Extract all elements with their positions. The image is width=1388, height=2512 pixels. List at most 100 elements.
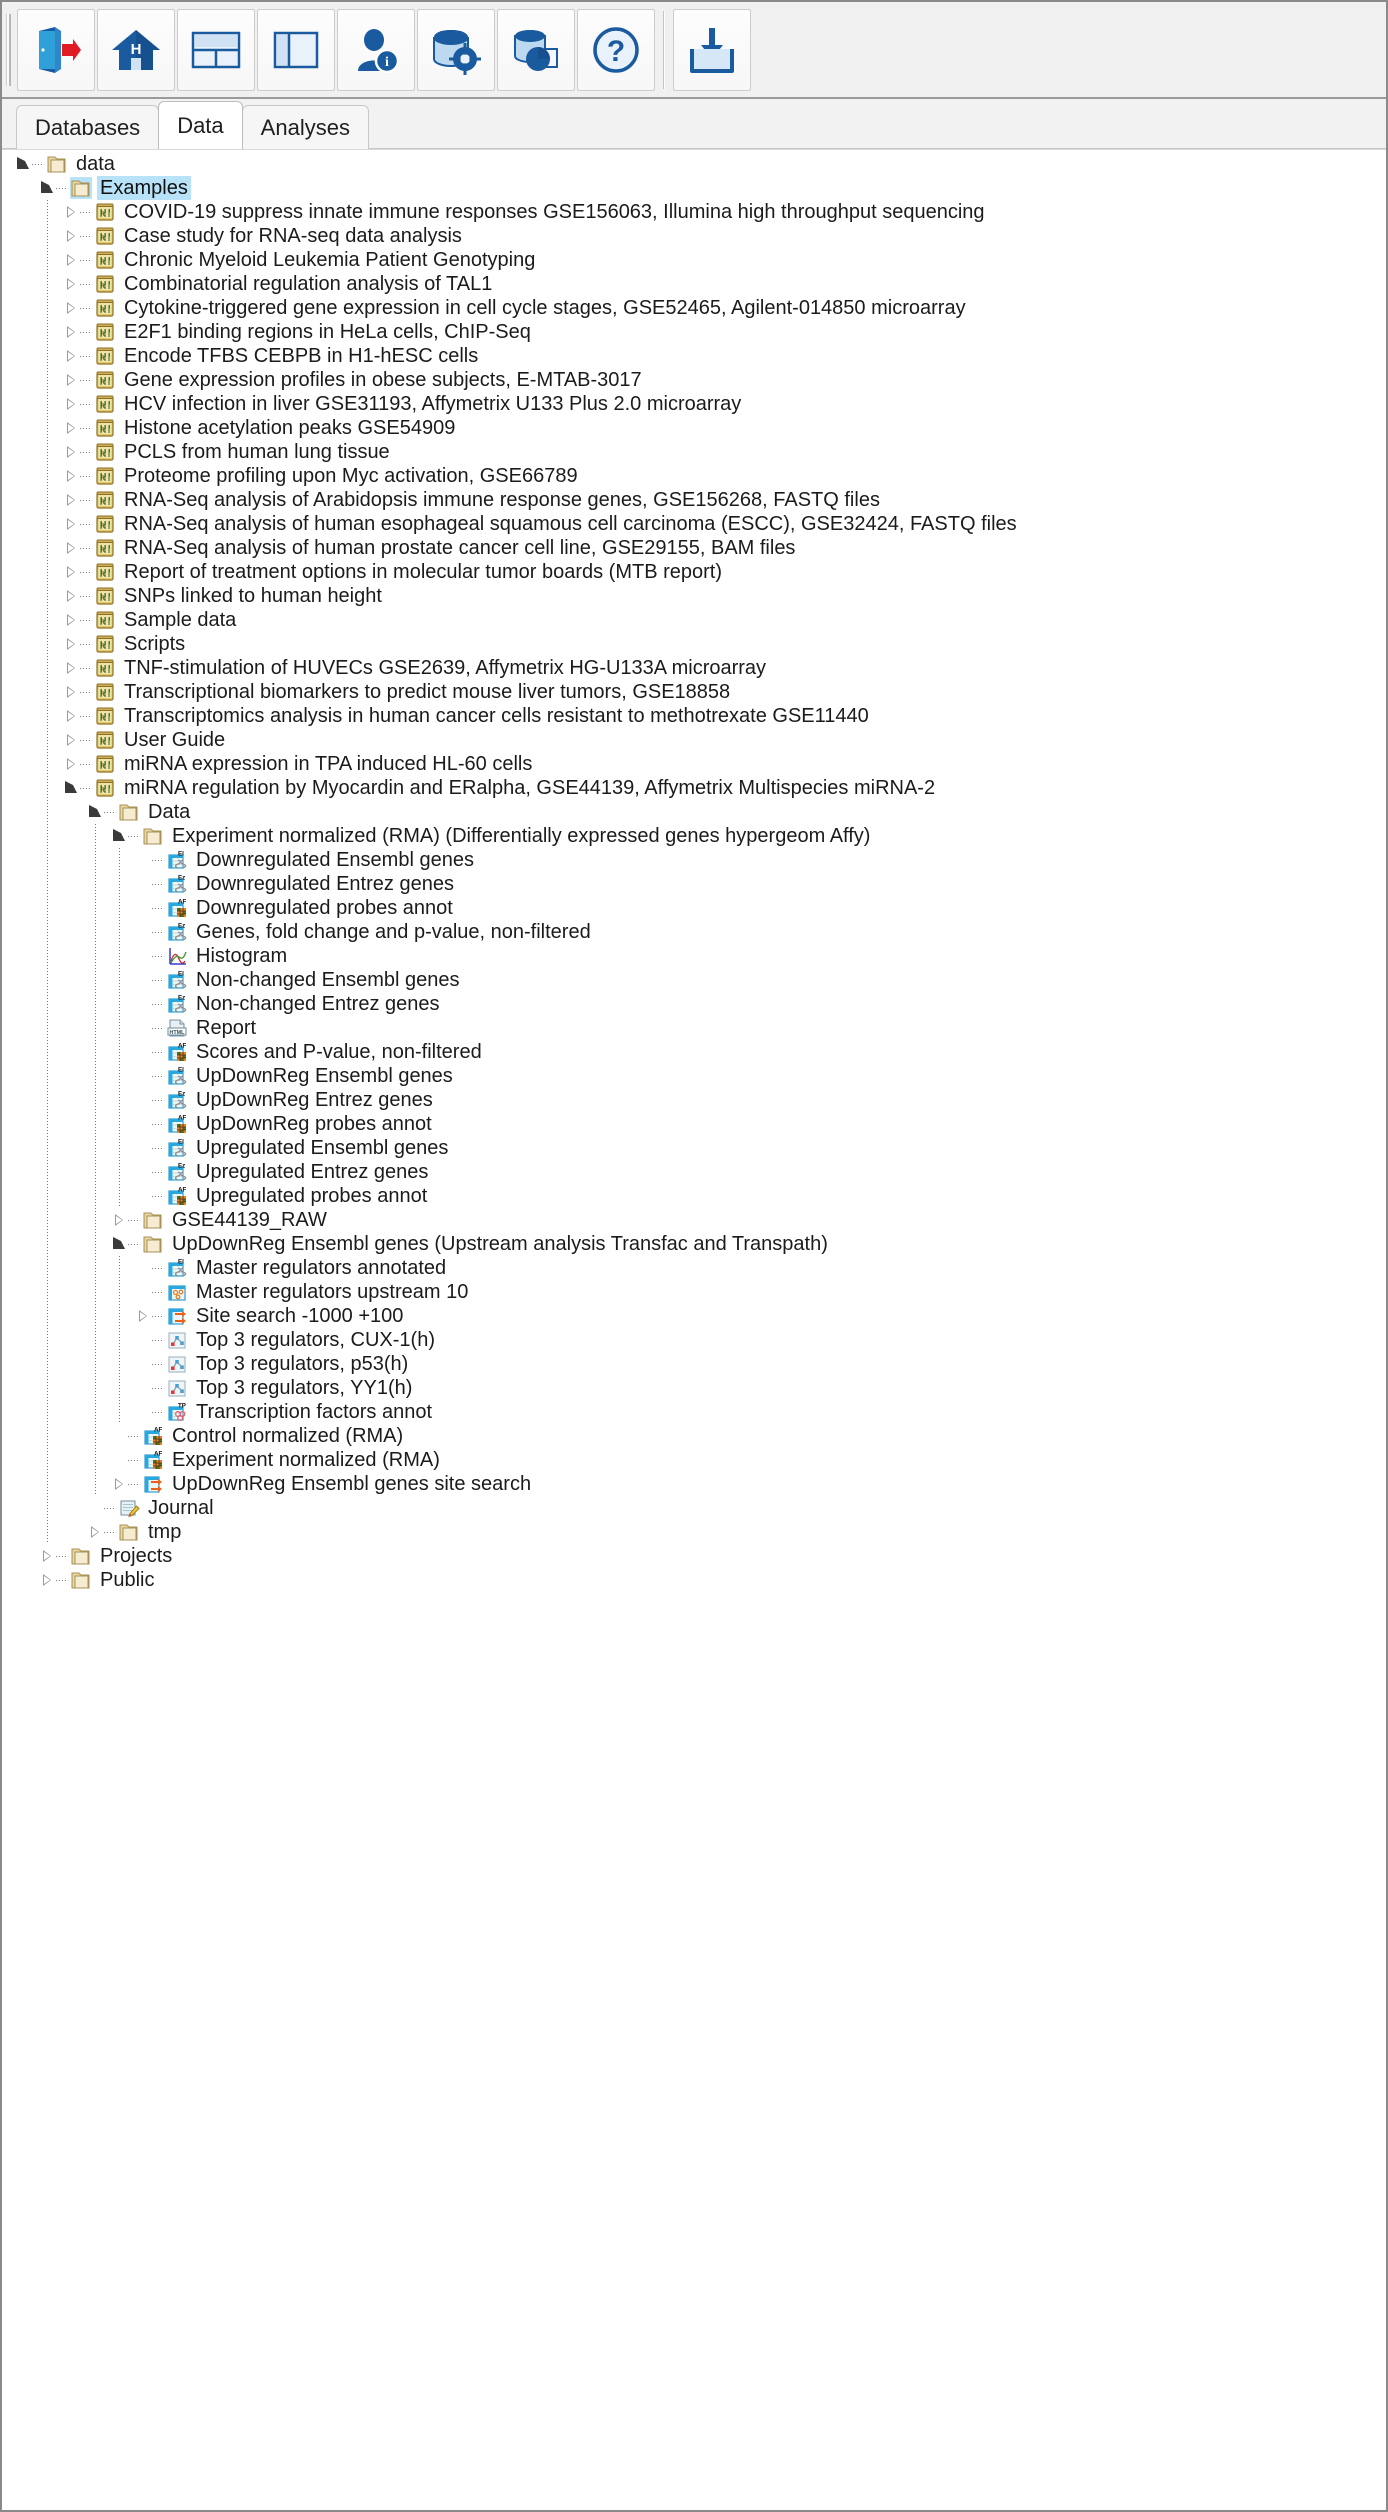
expand-toggle-icon[interactable] xyxy=(62,464,80,488)
expand-toggle-icon[interactable] xyxy=(86,1520,104,1544)
tab-analyses[interactable]: Analyses xyxy=(241,105,369,149)
tree-row[interactable]: EI Non-changed Ensembl genes xyxy=(2,968,1386,992)
collapse-toggle-icon[interactable] xyxy=(86,800,104,824)
tree-row[interactable]: tmp xyxy=(2,1520,1386,1544)
expand-toggle-icon[interactable] xyxy=(62,704,80,728)
expand-toggle-icon[interactable] xyxy=(38,1568,56,1592)
tree-row[interactable]: Case study for RNA-seq data analysis xyxy=(2,224,1386,248)
expand-toggle-icon[interactable] xyxy=(62,440,80,464)
tree-row[interactable]: Transcriptional biomarkers to predict mo… xyxy=(2,680,1386,704)
import-icon-button[interactable] xyxy=(673,8,751,91)
tree-row[interactable]: RNA-Seq analysis of human esophageal squ… xyxy=(2,512,1386,536)
tree-row[interactable]: Master regulators upstream 10 xyxy=(2,1280,1386,1304)
tree-row[interactable]: Ez Downregulated Entrez genes xyxy=(2,872,1386,896)
expand-toggle-icon[interactable] xyxy=(62,344,80,368)
tree-row[interactable]: AF Upregulated probes annot xyxy=(2,1184,1386,1208)
tree-row[interactable]: Scripts xyxy=(2,632,1386,656)
expand-toggle-icon[interactable] xyxy=(62,368,80,392)
tree-row[interactable]: Ez UpDownReg Entrez genes xyxy=(2,1088,1386,1112)
tree-row[interactable]: RNA-Seq analysis of Arabidopsis immune r… xyxy=(2,488,1386,512)
tree-row[interactable]: GSE44139_RAW xyxy=(2,1208,1386,1232)
collapse-toggle-icon[interactable] xyxy=(38,176,56,200)
expand-toggle-icon[interactable] xyxy=(62,536,80,560)
expand-toggle-icon[interactable] xyxy=(110,1472,128,1496)
collapse-toggle-icon[interactable] xyxy=(62,776,80,800)
tree-row[interactable]: PCLS from human lung tissue xyxy=(2,440,1386,464)
tree-row[interactable]: Gene expression profiles in obese subjec… xyxy=(2,368,1386,392)
tree-row[interactable]: Top 3 regulators, p53(h) xyxy=(2,1352,1386,1376)
tree-row[interactable]: Proteome profiling upon Myc activation, … xyxy=(2,464,1386,488)
database-report-icon-button[interactable] xyxy=(497,8,575,91)
tab-data[interactable]: Data xyxy=(158,101,243,149)
expand-toggle-icon[interactable] xyxy=(38,1544,56,1568)
tree-row[interactable]: Chronic Myeloid Leukemia Patient Genotyp… xyxy=(2,248,1386,272)
tree-row[interactable]: Transcriptomics analysis in human cancer… xyxy=(2,704,1386,728)
tree-row[interactable]: Examples xyxy=(2,176,1386,200)
user-info-icon-button[interactable]: i xyxy=(337,8,415,91)
tree-row[interactable]: E2F1 binding regions in HeLa cells, ChIP… xyxy=(2,320,1386,344)
tab-databases[interactable]: Databases xyxy=(16,105,160,149)
tree-row[interactable]: EI Master regulators annotated xyxy=(2,1256,1386,1280)
expand-toggle-icon[interactable] xyxy=(110,1208,128,1232)
toolbar-drag-handle[interactable] xyxy=(6,13,13,86)
tree-row[interactable]: COVID-19 suppress innate immune response… xyxy=(2,200,1386,224)
expand-toggle-icon[interactable] xyxy=(62,248,80,272)
tree-row[interactable]: AF Control normalized (RMA) xyxy=(2,1424,1386,1448)
tree-row[interactable]: AF Scores and P-value, non-filtered xyxy=(2,1040,1386,1064)
expand-toggle-icon[interactable] xyxy=(62,608,80,632)
horizontal-layout-icon-button[interactable] xyxy=(177,8,255,91)
home-icon-button[interactable]: H xyxy=(97,8,175,91)
tree-row[interactable]: SNPs linked to human height xyxy=(2,584,1386,608)
tree-row[interactable]: Top 3 regulators, YY1(h) xyxy=(2,1376,1386,1400)
collapse-toggle-icon[interactable] xyxy=(110,1232,128,1256)
help-icon-button[interactable]: ? xyxy=(577,8,655,91)
expand-toggle-icon[interactable] xyxy=(62,416,80,440)
tree-row[interactable]: Histone acetylation peaks GSE54909 xyxy=(2,416,1386,440)
expand-toggle-icon[interactable] xyxy=(62,272,80,296)
expand-toggle-icon[interactable] xyxy=(62,728,80,752)
tree-row[interactable]: Data xyxy=(2,800,1386,824)
expand-toggle-icon[interactable] xyxy=(62,584,80,608)
tree-row[interactable]: Ez Upregulated Entrez genes xyxy=(2,1160,1386,1184)
tree-row[interactable]: EI Downregulated Ensembl genes xyxy=(2,848,1386,872)
expand-toggle-icon[interactable] xyxy=(62,488,80,512)
expand-toggle-icon[interactable] xyxy=(134,1304,152,1328)
tree-row[interactable]: miRNA expression in TPA induced HL-60 ce… xyxy=(2,752,1386,776)
tree-row[interactable]: TNF-stimulation of HUVECs GSE2639, Affym… xyxy=(2,656,1386,680)
expand-toggle-icon[interactable] xyxy=(62,512,80,536)
expand-toggle-icon[interactable] xyxy=(62,680,80,704)
tree-row[interactable]: Encode TFBS CEBPB in H1-hESC cells xyxy=(2,344,1386,368)
tree-row[interactable]: Public xyxy=(2,1568,1386,1592)
tree-row[interactable]: Site search -1000 +100 xyxy=(2,1304,1386,1328)
tree-row[interactable]: User Guide xyxy=(2,728,1386,752)
tree-row[interactable]: EI UpDownReg Ensembl genes xyxy=(2,1064,1386,1088)
expand-toggle-icon[interactable] xyxy=(62,632,80,656)
tree-row[interactable]: RNA-Seq analysis of human prostate cance… xyxy=(2,536,1386,560)
tree-row[interactable]: AF Experiment normalized (RMA) xyxy=(2,1448,1386,1472)
tree-row[interactable]: TP Transcription factors annot xyxy=(2,1400,1386,1424)
expand-toggle-icon[interactable] xyxy=(62,560,80,584)
tree-row[interactable]: UpDownReg Ensembl genes site search xyxy=(2,1472,1386,1496)
tree-row[interactable]: UpDownReg Ensembl genes (Upstream analys… xyxy=(2,1232,1386,1256)
tree-row[interactable]: Ez Non-changed Entrez genes xyxy=(2,992,1386,1016)
tree-row[interactable]: Sample data xyxy=(2,608,1386,632)
tree-row[interactable]: EI Upregulated Ensembl genes xyxy=(2,1136,1386,1160)
expand-toggle-icon[interactable] xyxy=(62,200,80,224)
tree-row[interactable]: data xyxy=(2,152,1386,176)
tree-row[interactable]: AF Downregulated probes annot xyxy=(2,896,1386,920)
expand-toggle-icon[interactable] xyxy=(62,656,80,680)
expand-toggle-icon[interactable] xyxy=(62,296,80,320)
vertical-layout-icon-button[interactable] xyxy=(257,8,335,91)
tree-row[interactable]: Combinatorial regulation analysis of TAL… xyxy=(2,272,1386,296)
expand-toggle-icon[interactable] xyxy=(62,752,80,776)
data-tree[interactable]: data Examples COVID-19 suppress innate imm… xyxy=(2,149,1386,2510)
expand-toggle-icon[interactable] xyxy=(62,320,80,344)
tree-row[interactable]: HCV infection in liver GSE31193, Affymet… xyxy=(2,392,1386,416)
collapse-toggle-icon[interactable] xyxy=(14,152,32,176)
tree-row[interactable]: Report of treatment options in molecular… xyxy=(2,560,1386,584)
tree-row[interactable]: miRNA regulation by Myocardin and ERalph… xyxy=(2,776,1386,800)
tree-row[interactable]: Journal xyxy=(2,1496,1386,1520)
tree-row[interactable]: Top 3 regulators, CUX-1(h) xyxy=(2,1328,1386,1352)
tree-row[interactable]: Histogram xyxy=(2,944,1386,968)
tree-row[interactable]: AF UpDownReg probes annot xyxy=(2,1112,1386,1136)
